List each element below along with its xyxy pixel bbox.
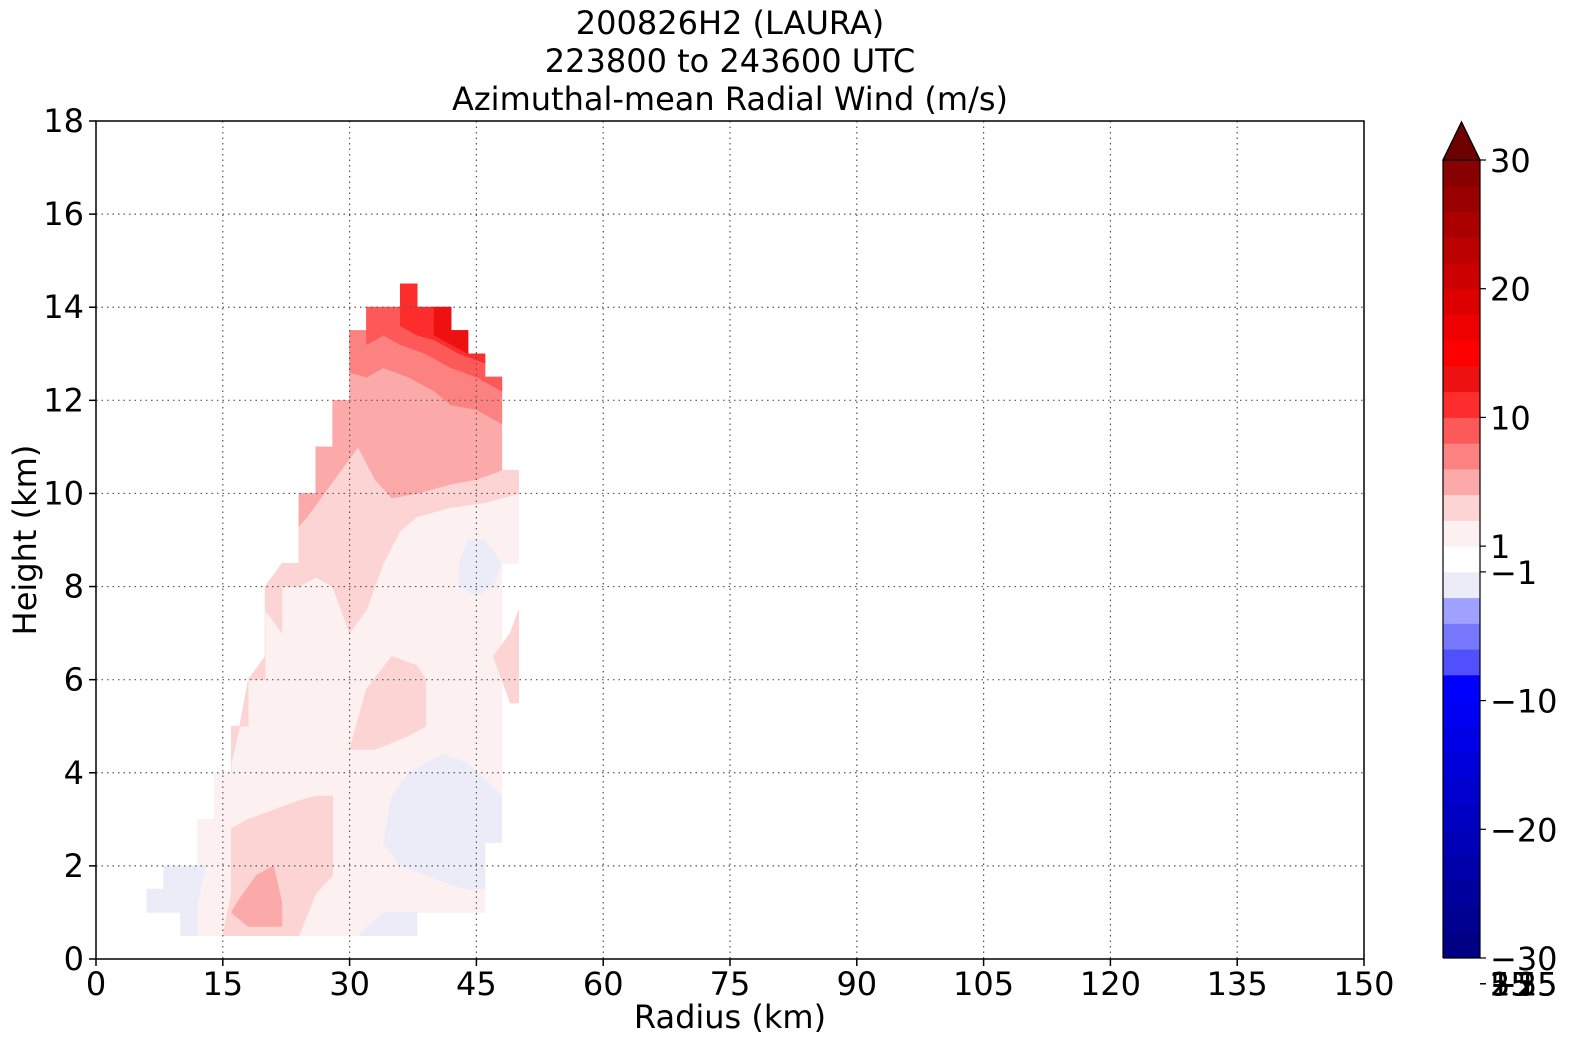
x-tick-label-45: 45 bbox=[456, 965, 497, 1003]
y-tick-label-16: 16 bbox=[43, 195, 84, 233]
y-tick-label-2: 2 bbox=[64, 847, 84, 885]
y-tick-label-18: 18 bbox=[43, 102, 84, 140]
colorbar-bin-20-22 bbox=[1443, 262, 1480, 290]
x-tick-label-120: 120 bbox=[1080, 965, 1141, 1003]
y-axis-label: Height (km) bbox=[6, 445, 44, 636]
y-tick-label-12: 12 bbox=[43, 381, 84, 419]
colorbar-bin--6--4 bbox=[1443, 623, 1480, 650]
x-axis-label: Radius (km) bbox=[634, 998, 826, 1036]
colorbar: 30 25 20 15 10 5 1−1 −5 −10 −15 −20 −25−30 bbox=[1442, 120, 1558, 1004]
contour-region-1 bbox=[146, 865, 207, 937]
colorbar-outline bbox=[1442, 120, 1481, 959]
y-axis-ticks: 0 2 4 6 8 10 12 14 16 18 bbox=[43, 102, 96, 978]
y-tick-label-0: 0 bbox=[64, 940, 84, 978]
y-tick-label-10: 10 bbox=[43, 474, 84, 512]
colorbar-label--5: −5 bbox=[1490, 966, 1537, 1004]
contour-region-9 bbox=[230, 865, 283, 927]
colorbar-bin--14--12 bbox=[1443, 726, 1480, 753]
colorbar-label-10: 10 bbox=[1490, 399, 1531, 437]
colorbar-bin--10--8 bbox=[1443, 674, 1480, 702]
y-tick-label-8: 8 bbox=[64, 568, 84, 606]
contour-region-14 bbox=[433, 306, 469, 355]
x-tick-label-90: 90 bbox=[836, 965, 877, 1003]
contour-region-4 bbox=[459, 539, 503, 597]
colorbar-label-5: 5 bbox=[1490, 966, 1510, 1004]
contour-region-3 bbox=[383, 753, 503, 890]
colorbar-bin-28-30 bbox=[1443, 160, 1480, 187]
chart-title: 200826H2 (LAURA) 223800 to 243600 UTC Az… bbox=[96, 4, 1364, 118]
colorbar-bin--16--14 bbox=[1443, 752, 1480, 779]
colorbar-bin-16-18 bbox=[1443, 314, 1480, 341]
colorbar-bin--2--1 bbox=[1443, 571, 1480, 599]
x-tick-label-30: 30 bbox=[329, 965, 370, 1003]
y-tick-label-4: 4 bbox=[64, 754, 84, 792]
colorbar-label-25: 25 bbox=[1490, 966, 1531, 1004]
x-tick-label-15: 15 bbox=[202, 965, 243, 1003]
contour-region-2 bbox=[357, 912, 418, 937]
colorbar-bin-1-2 bbox=[1443, 520, 1480, 547]
colorbar-label--1: −1 bbox=[1490, 554, 1537, 592]
colorbar-bin-6-8 bbox=[1443, 443, 1480, 470]
contour-region-6 bbox=[349, 656, 427, 750]
title-line-2: 223800 to 243600 UTC bbox=[544, 42, 916, 80]
grid-lines bbox=[96, 121, 1364, 959]
x-tick-label-105: 105 bbox=[953, 965, 1014, 1003]
colorbar-bin-14-16 bbox=[1443, 340, 1480, 367]
colorbar-label--10: −10 bbox=[1490, 683, 1558, 721]
colorbar-bin-2-4 bbox=[1443, 494, 1480, 521]
colorbar-label--20: −20 bbox=[1490, 811, 1558, 849]
colorbar-bin--22--20 bbox=[1443, 829, 1480, 856]
x-axis-ticks: 0 15 30 45 60 75 90 105 120 135 150 bbox=[86, 959, 1395, 1003]
colorbar-bin--30--28 bbox=[1443, 932, 1480, 959]
colorbar-bin-26-28 bbox=[1443, 185, 1480, 212]
y-tick-label-6: 6 bbox=[64, 661, 84, 699]
y-tick-label-14: 14 bbox=[43, 288, 84, 326]
colorbar-bin--28--26 bbox=[1443, 906, 1480, 933]
x-tick-label-60: 60 bbox=[583, 965, 624, 1003]
colorbar-bin-4-6 bbox=[1443, 468, 1480, 496]
x-tick-label-135: 135 bbox=[1207, 965, 1268, 1003]
colorbar-label-15: 15 bbox=[1490, 966, 1531, 1004]
colorbar-extend-max bbox=[1442, 120, 1481, 161]
colorbar-bin--20--18 bbox=[1443, 803, 1480, 830]
colorbar-bin--1-1 bbox=[1443, 546, 1480, 573]
colorbar-bin--26--24 bbox=[1443, 880, 1480, 908]
colorbar-bin-18-20 bbox=[1443, 288, 1480, 315]
x-tick-label-150: 150 bbox=[1333, 965, 1394, 1003]
colorbar-bin--12--10 bbox=[1443, 700, 1480, 727]
colorbar-bin--18--16 bbox=[1443, 777, 1480, 805]
colorbar-bin-24-26 bbox=[1443, 211, 1480, 238]
colorbar-label--25: −25 bbox=[1490, 966, 1558, 1004]
colorbar-bin-10-12 bbox=[1443, 391, 1480, 418]
x-tick-label-0: 0 bbox=[86, 965, 106, 1003]
colorbar-bin--24--22 bbox=[1443, 855, 1480, 882]
contour-region-8 bbox=[492, 609, 520, 704]
colorbar-bin-8-10 bbox=[1443, 417, 1480, 444]
colorbar-bin--4--2 bbox=[1443, 597, 1480, 624]
contour-regions bbox=[146, 283, 520, 937]
colorbar-label--15: −15 bbox=[1490, 966, 1558, 1004]
colorbar-bin--8--6 bbox=[1443, 649, 1480, 676]
colorbar-bin-22-24 bbox=[1443, 237, 1480, 264]
colorbar-label-20: 20 bbox=[1490, 271, 1531, 309]
x-tick-label-75: 75 bbox=[710, 965, 751, 1003]
colorbar-label--30: −30 bbox=[1490, 940, 1558, 978]
colorbar-label-1: 1 bbox=[1490, 528, 1510, 566]
colorbar-label-30: 30 bbox=[1490, 142, 1531, 180]
title-line-1: 200826H2 (LAURA) bbox=[575, 4, 885, 42]
title-line-3: Azimuthal-mean Radial Wind (m/s) bbox=[451, 80, 1009, 118]
colorbar-bin-12-14 bbox=[1443, 365, 1480, 393]
